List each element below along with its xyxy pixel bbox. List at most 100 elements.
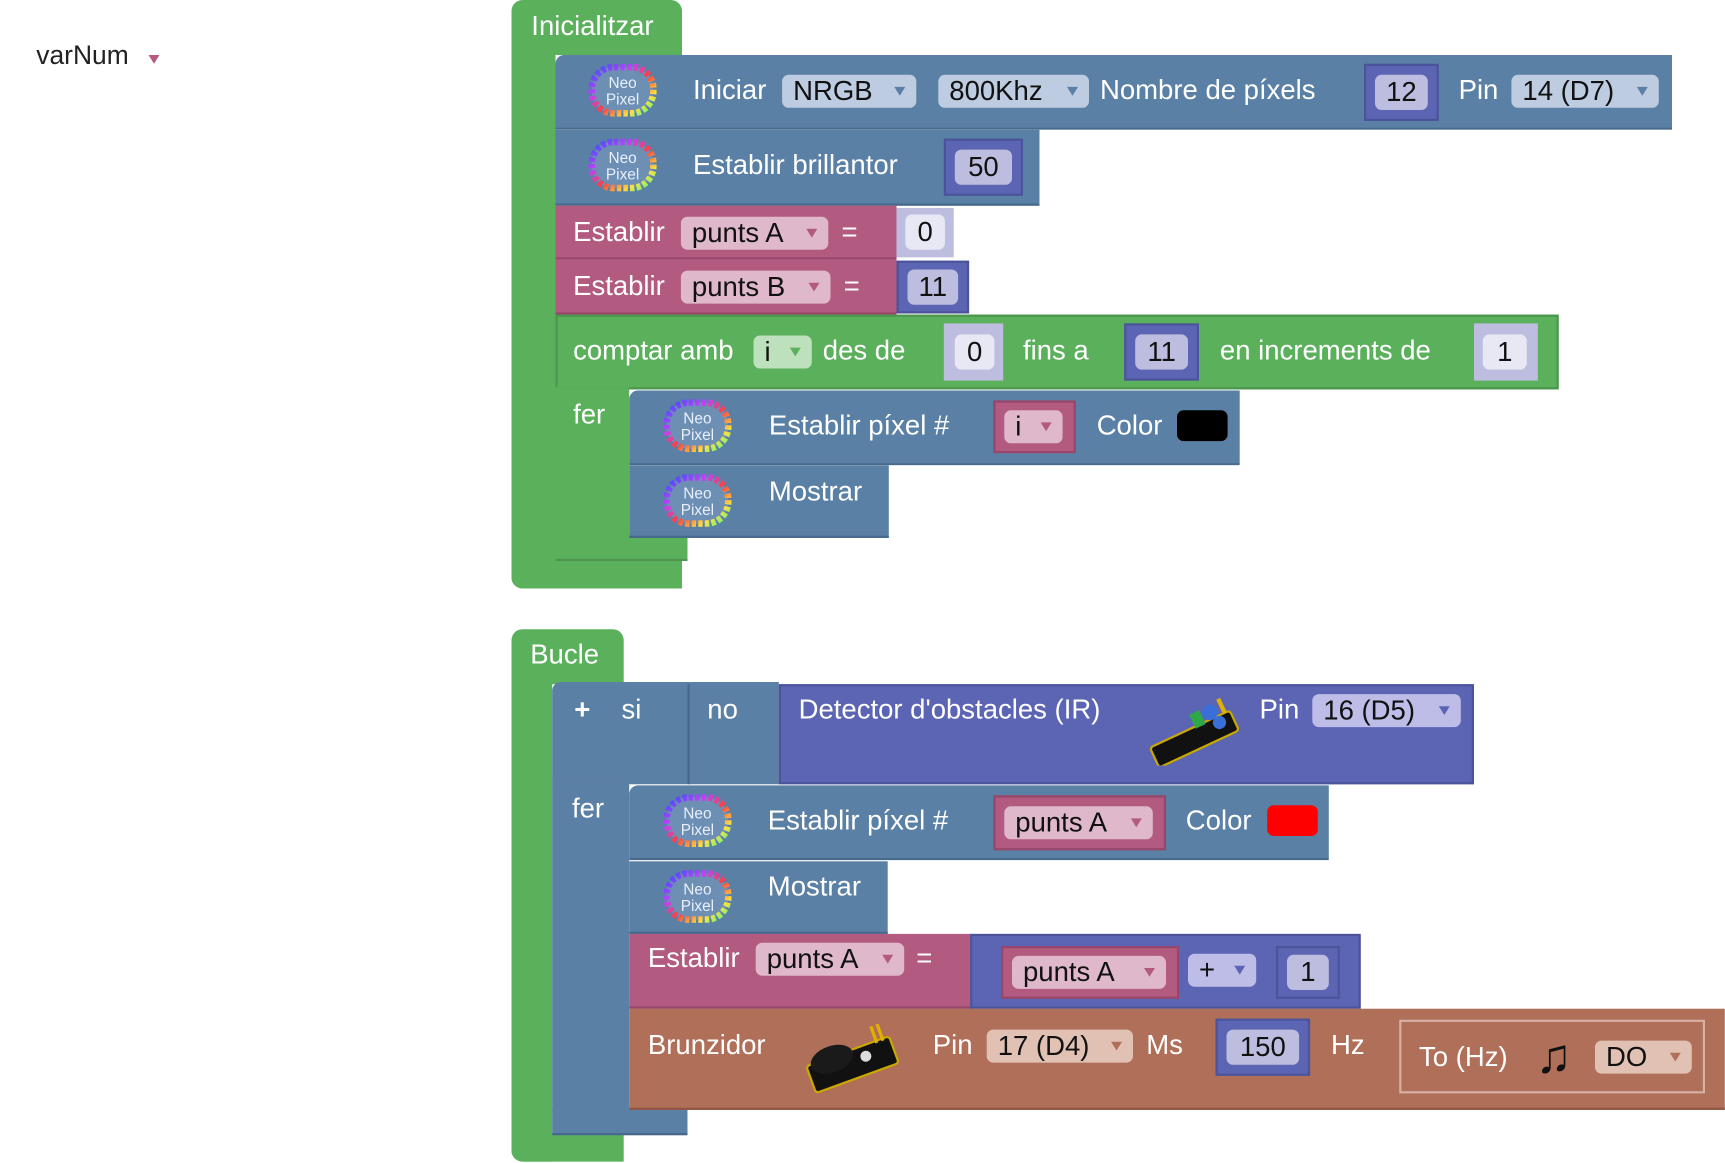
variable-dropdown[interactable]: punts A [755, 942, 905, 976]
buzzer-label: Brunzidor [647, 1029, 766, 1061]
color-swatch[interactable] [1267, 805, 1318, 836]
ms-field[interactable]: 150 [1226, 1029, 1300, 1065]
pin-dropdown[interactable]: 14 (D7) [1511, 74, 1659, 108]
variable-block[interactable]: i [993, 400, 1076, 454]
type-value: NRGB [793, 75, 873, 107]
tone-dropdown[interactable]: DO [1595, 1040, 1692, 1074]
set-variable-block[interactable]: Establir punts A = [629, 933, 973, 1009]
neopixel-init-block[interactable]: Neo Pixel Iniciar NRGB 800Khz Nombre de p… [555, 55, 1672, 130]
brightness-field[interactable]: 50 [954, 149, 1012, 185]
equals-label: = [916, 942, 933, 974]
show-block[interactable]: Neo Pixel Mostrar [629, 861, 888, 934]
music-note-icon: ♫ [1535, 1029, 1572, 1084]
variable-dropdown[interactable]: punts A [1012, 955, 1166, 989]
freq-dropdown[interactable]: 800Khz [938, 74, 1089, 108]
pin-label: Pin [932, 1029, 973, 1061]
sensor-label: Detector d'obstacles (IR) [798, 694, 1101, 725]
by-label: en increments de [1219, 335, 1431, 367]
chevron-down-icon [882, 954, 894, 964]
chevron-down-icon [808, 282, 820, 292]
chevron-down-icon [1130, 818, 1142, 828]
variable-value: punts A [1015, 807, 1108, 839]
loop-title: Bucle [530, 639, 600, 670]
number-block[interactable]: 50 [943, 138, 1023, 196]
pin-dropdown[interactable]: 17 (D4) [986, 1029, 1133, 1063]
ir-sensor-image [1149, 697, 1239, 766]
tone-value: DO [1606, 1041, 1648, 1073]
pixels-field[interactable]: 12 [1375, 74, 1428, 110]
buzzer-block[interactable]: Brunzidor Pin 17 (D4) Ms 150 Hz To (Hz) … [629, 1008, 1725, 1110]
pin-dropdown[interactable]: 16 (D5) [1312, 694, 1461, 728]
plus-icon[interactable]: + [574, 694, 591, 725]
brightness-block[interactable]: Neo Pixel Establir brillantor 50 [555, 129, 1040, 206]
do-label: fer [573, 399, 606, 431]
number-block[interactable]: 1 [1474, 323, 1538, 381]
type-dropdown[interactable]: NRGB [782, 74, 917, 108]
operator-value: + [1199, 954, 1216, 986]
number-block[interactable]: 150 [1215, 1018, 1311, 1076]
variable-dropdown[interactable]: punts A [680, 216, 829, 250]
loop-variable-dropdown[interactable]: i [753, 335, 812, 369]
variable-block[interactable]: punts A [1001, 946, 1180, 999]
number-block[interactable]: 1 [1276, 946, 1340, 999]
pin-value: 16 (D5) [1323, 695, 1416, 726]
ms-label: Ms [1146, 1029, 1183, 1061]
color-label: Color [1185, 805, 1252, 836]
by-field[interactable]: 1 [1482, 334, 1527, 370]
to-field[interactable]: 11 [1135, 334, 1188, 370]
tone-block[interactable]: To (Hz) ♫ DO [1399, 1019, 1705, 1094]
chevron-down-icon [1040, 422, 1052, 432]
variable-value: punts A [766, 943, 859, 975]
set-label: Establir [573, 216, 665, 248]
set-pixel-label: Establir píxel # [767, 805, 949, 836]
variable-value: i [1015, 411, 1022, 443]
init-title: Inicialitzar [531, 11, 654, 42]
buzzer-image [806, 1023, 899, 1094]
number-field[interactable]: 0 [905, 214, 945, 250]
svg-text:Neo: Neo [683, 881, 711, 898]
number-block[interactable]: 0 [943, 323, 1004, 381]
set-pixel-block[interactable]: Neo Pixel Establir píxel # punts A Color [629, 785, 1329, 861]
number-block[interactable]: 12 [1364, 63, 1439, 121]
number-block[interactable]: 11 [1124, 323, 1199, 381]
number-block[interactable]: 11 [896, 260, 970, 314]
operator-dropdown[interactable]: + [1188, 953, 1257, 987]
set-variable-block[interactable]: Establir punts A = [555, 205, 897, 260]
math-block[interactable]: punts A + 1 [970, 933, 1361, 1009]
number-field[interactable]: 1 [1287, 954, 1329, 990]
color-swatch[interactable] [1177, 410, 1228, 442]
brightness-label: Establir brillantor [693, 149, 898, 181]
show-block[interactable]: Neo Pixel Mostrar [629, 465, 889, 538]
from-field[interactable]: 0 [954, 334, 995, 370]
chevron-down-icon [1144, 968, 1155, 977]
variable-value: i [764, 336, 771, 368]
to-label: fins a [1023, 335, 1089, 367]
chevron-down-icon [1636, 86, 1648, 96]
show-label: Mostrar [768, 476, 863, 508]
tone-label: To (Hz) [1419, 1041, 1508, 1073]
variable-dropdown[interactable]: i [1004, 410, 1063, 444]
svg-text:Pixel: Pixel [681, 822, 714, 839]
set-variable-block[interactable]: Establir punts B = [555, 259, 897, 315]
svg-text:Pixel: Pixel [606, 166, 639, 183]
chevron-down-icon [1111, 1041, 1122, 1051]
variable-dropdown[interactable]: punts B [680, 270, 831, 304]
variable-block[interactable]: punts A [993, 795, 1166, 851]
variable-dropdown[interactable]: punts A [1004, 806, 1153, 840]
svg-text:Neo: Neo [683, 805, 711, 822]
chevron-down-icon [1669, 1052, 1681, 1062]
svg-text:Neo: Neo [683, 411, 711, 428]
number-block[interactable]: 0 [896, 207, 954, 258]
color-label: Color [1096, 410, 1163, 442]
ir-sensor-block[interactable]: Detector d'obstacles (IR) Pin 16 (D5) [778, 684, 1474, 785]
svg-text:Pixel: Pixel [681, 502, 714, 519]
set-pixel-block[interactable]: Neo Pixel Establir píxel # i Color [629, 390, 1240, 466]
set-label: Establir [647, 942, 740, 974]
variable-dropdown[interactable]: varNum [36, 40, 161, 73]
number-field[interactable]: 11 [907, 269, 959, 305]
